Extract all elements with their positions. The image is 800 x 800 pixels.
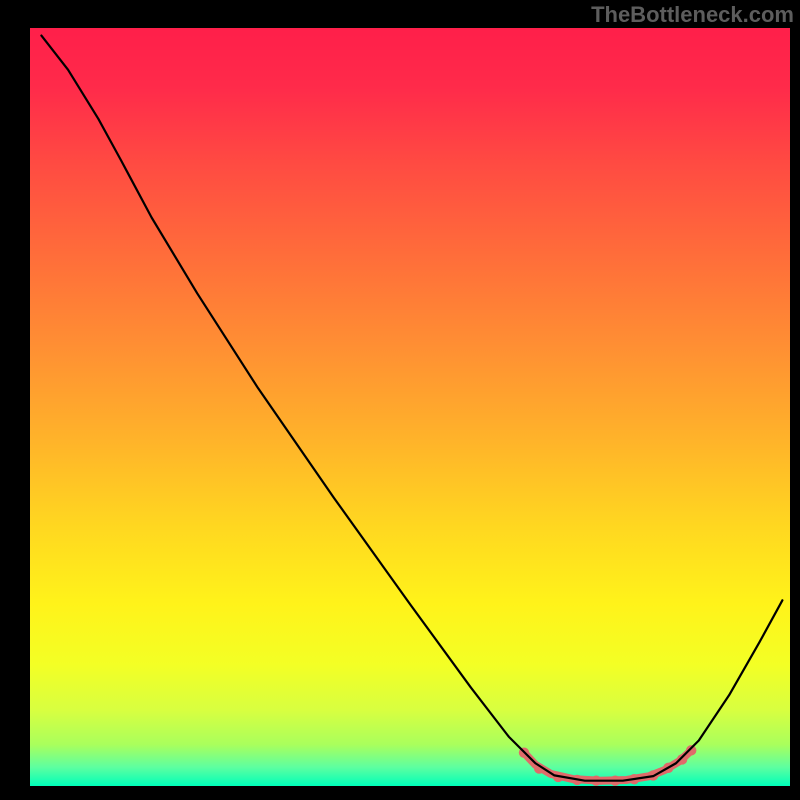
watermark-text: TheBottleneck.com (591, 2, 794, 28)
chart-root: TheBottleneck.com (0, 0, 800, 800)
bottleneck-chart (0, 0, 800, 800)
plot-background (30, 28, 790, 786)
